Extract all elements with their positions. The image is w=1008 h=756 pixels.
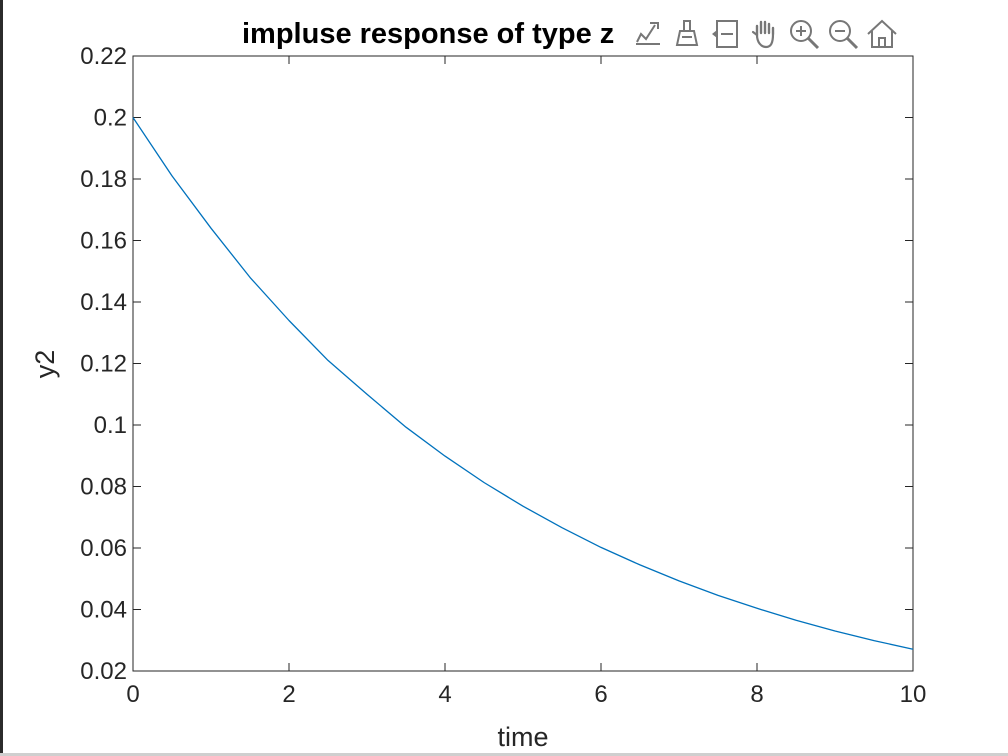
series-line bbox=[132, 117, 914, 650]
window-bottom-edge bbox=[0, 753, 1008, 756]
y-tick-label: 0.14 bbox=[80, 289, 127, 316]
zoom-in-icon bbox=[790, 20, 820, 50]
home-icon bbox=[867, 19, 897, 48]
x-tick-label: 8 bbox=[750, 681, 763, 708]
y-tick-label: 0.22 bbox=[80, 43, 127, 70]
y-tick-labels: 0.02 0.04 0.06 0.08 0.1 0.12 0.14 0.16 0.18 0.2 0.… bbox=[80, 43, 127, 685]
y-tick-label: 0.16 bbox=[80, 228, 127, 255]
brush-button[interactable] bbox=[669, 16, 705, 52]
zoom-out-button[interactable] bbox=[825, 16, 861, 52]
data-cursor-button[interactable] bbox=[708, 16, 744, 52]
zoom-out-icon bbox=[829, 20, 859, 50]
y-tick-label: 0.12 bbox=[80, 351, 127, 378]
axes-toolbar bbox=[628, 14, 902, 54]
x-tick-label: 4 bbox=[438, 681, 451, 708]
chart-title: impluse response of type z bbox=[242, 18, 614, 50]
y-tick-label: 0.04 bbox=[80, 597, 127, 624]
x-tick-labels: 0 2 4 6 8 10 bbox=[126, 681, 926, 708]
pan-button[interactable] bbox=[747, 16, 783, 52]
data-tips-icon bbox=[636, 22, 660, 45]
x-tick-label: 0 bbox=[126, 681, 139, 708]
x-tick-label: 6 bbox=[594, 681, 607, 708]
plot-lines bbox=[132, 117, 914, 650]
data-cursor-icon bbox=[712, 20, 738, 48]
zoom-in-button[interactable] bbox=[786, 16, 822, 52]
y-axis-label: y2 bbox=[30, 350, 60, 379]
brush-icon bbox=[675, 20, 699, 46]
y-tick-label: 0.08 bbox=[80, 474, 127, 501]
y-tick-label: 0.02 bbox=[80, 658, 127, 685]
x-tick-label: 2 bbox=[282, 681, 295, 708]
data-tips-button[interactable] bbox=[630, 16, 666, 52]
x-tick-label: 10 bbox=[900, 681, 927, 708]
axis-ticks bbox=[132, 55, 914, 672]
y-tick-label: 0.2 bbox=[94, 105, 127, 132]
home-button[interactable] bbox=[864, 16, 900, 52]
x-axis-label: time bbox=[497, 722, 548, 752]
y-tick-label: 0.18 bbox=[80, 166, 127, 193]
axes-box bbox=[132, 55, 914, 672]
window-left-edge bbox=[0, 0, 3, 756]
pan-hand-icon bbox=[751, 20, 775, 49]
y-tick-label: 0.1 bbox=[94, 412, 127, 439]
y-tick-label: 0.06 bbox=[80, 535, 127, 562]
